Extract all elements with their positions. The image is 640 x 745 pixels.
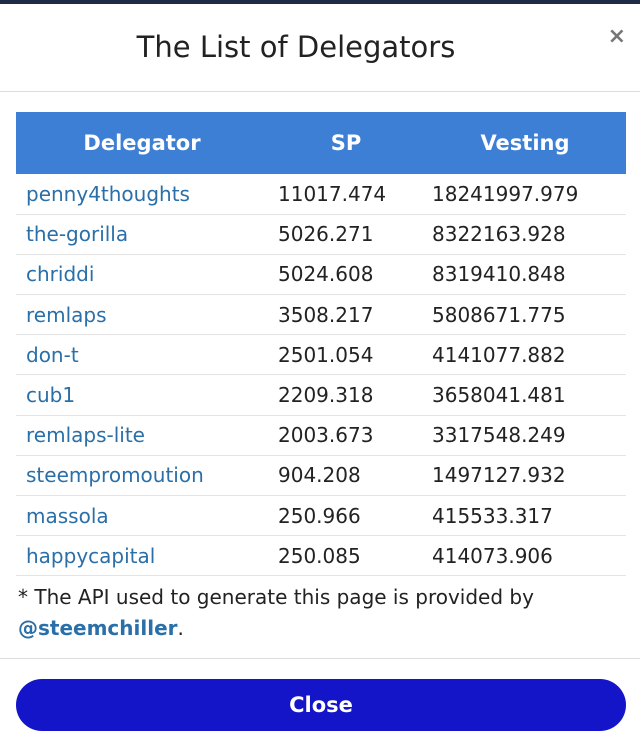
vesting-value: 1497127.932 bbox=[432, 463, 566, 488]
vesting-value: 18241997.979 bbox=[432, 181, 579, 206]
vesting-value: 8319410.848 bbox=[432, 262, 566, 287]
delegator-link[interactable]: remlaps-lite bbox=[26, 423, 145, 448]
table-row: chriddi 5024.608 8319410.848 bbox=[16, 254, 626, 295]
delegator-link[interactable]: the-gorilla bbox=[26, 222, 129, 247]
api-footnote: * The API used to generate this page is … bbox=[16, 582, 626, 644]
delegator-link[interactable]: steempromoution bbox=[26, 463, 204, 488]
sp-value: 2209.318 bbox=[278, 383, 374, 408]
sp-value: 5024.608 bbox=[278, 262, 374, 287]
vesting-value: 4141077.882 bbox=[432, 342, 566, 367]
modal-title: The List of Delegators bbox=[136, 30, 456, 64]
page-top-bar bbox=[0, 0, 640, 4]
delegators-modal: The List of Delegators × Delegator SP Ve… bbox=[0, 4, 640, 745]
vesting-value: 415533.317 bbox=[432, 503, 553, 528]
table-row: steempromoution 904.208 1497127.932 bbox=[16, 455, 626, 496]
column-header-delegator: Delegator bbox=[83, 131, 201, 155]
sp-value: 5026.271 bbox=[278, 222, 374, 247]
footnote-suffix: . bbox=[177, 616, 184, 641]
table-row: cub1 2209.318 3658041.481 bbox=[16, 375, 626, 416]
close-button[interactable]: Close bbox=[16, 679, 626, 731]
sp-value: 250.966 bbox=[278, 503, 361, 528]
table-row: happycapital 250.085 414073.906 bbox=[16, 536, 626, 576]
delegators-table: Delegator SP Vesting penny4thoughts 1101… bbox=[16, 112, 626, 576]
table-row: don-t 2501.054 4141077.882 bbox=[16, 335, 626, 375]
sp-value: 904.208 bbox=[278, 463, 361, 488]
table-row: penny4thoughts 11017.474 18241997.979 bbox=[16, 174, 626, 215]
delegator-link[interactable]: cub1 bbox=[26, 383, 76, 408]
delegator-link[interactable]: chriddi bbox=[26, 262, 95, 287]
vesting-value: 3658041.481 bbox=[432, 383, 566, 408]
sp-value: 2501.054 bbox=[278, 342, 374, 367]
delegator-link[interactable]: massola bbox=[26, 503, 109, 528]
close-icon[interactable]: × bbox=[607, 24, 626, 49]
delegator-link[interactable]: remlaps bbox=[26, 302, 107, 327]
table-row: remlaps 3508.217 5808671.775 bbox=[16, 295, 626, 335]
delegator-link[interactable]: happycapital bbox=[26, 543, 156, 568]
column-header-vesting: Vesting bbox=[480, 131, 570, 155]
vesting-value: 414073.906 bbox=[432, 543, 553, 568]
vesting-value: 5808671.775 bbox=[432, 302, 566, 327]
delegator-link[interactable]: penny4thoughts bbox=[26, 181, 190, 206]
sp-value: 11017.474 bbox=[278, 181, 387, 206]
footnote-text: * The API used to generate this page is … bbox=[18, 585, 534, 610]
steemchiller-link[interactable]: @steemchiller bbox=[18, 616, 178, 641]
table-header-row: Delegator SP Vesting bbox=[16, 112, 626, 174]
table-row: the-gorilla 5026.271 8322163.928 bbox=[16, 214, 626, 255]
modal-body: Delegator SP Vesting penny4thoughts 1101… bbox=[16, 112, 626, 644]
vesting-value: 3317548.249 bbox=[432, 423, 566, 448]
modal-footer: Close bbox=[0, 658, 640, 745]
table-row: remlaps-lite 2003.673 3317548.249 bbox=[16, 415, 626, 456]
sp-value: 3508.217 bbox=[278, 302, 374, 327]
modal-header: The List of Delegators × bbox=[0, 4, 640, 92]
sp-value: 2003.673 bbox=[278, 423, 374, 448]
column-header-sp: SP bbox=[330, 131, 362, 155]
table-row: massola 250.966 415533.317 bbox=[16, 496, 626, 536]
vesting-value: 8322163.928 bbox=[432, 222, 566, 247]
sp-value: 250.085 bbox=[278, 543, 361, 568]
delegator-link[interactable]: don-t bbox=[26, 342, 79, 367]
